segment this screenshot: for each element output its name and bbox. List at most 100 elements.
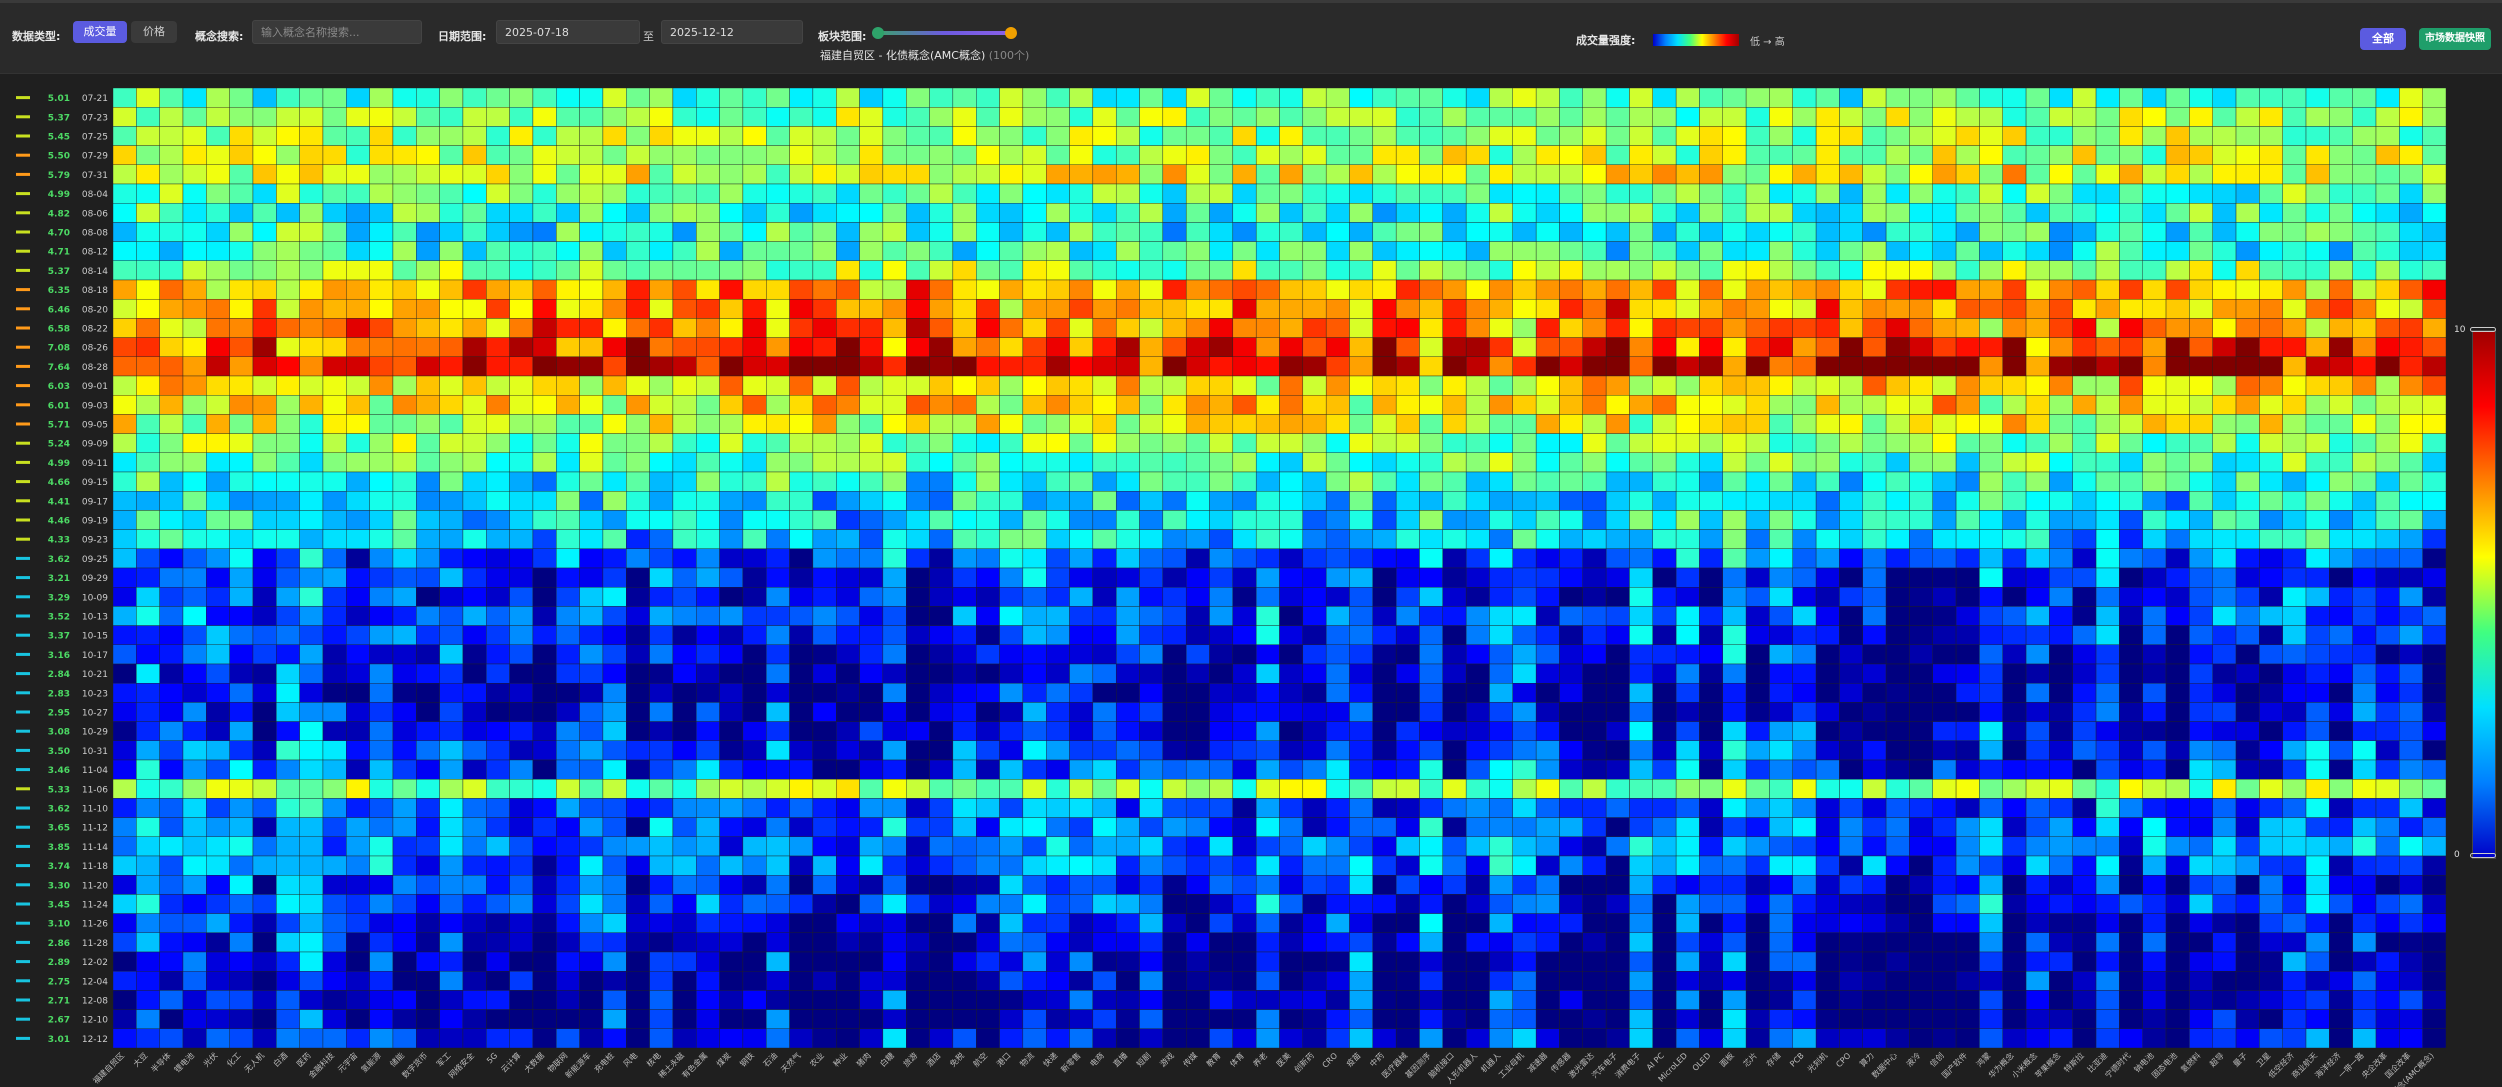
heatmap-cell[interactable] bbox=[672, 702, 697, 722]
heatmap-cell[interactable] bbox=[882, 318, 907, 338]
heatmap-cell[interactable] bbox=[999, 183, 1024, 204]
heatmap-cell[interactable] bbox=[1512, 260, 1537, 281]
heatmap-cell[interactable] bbox=[1255, 183, 1280, 204]
heatmap-cell[interactable] bbox=[2235, 913, 2260, 933]
heatmap-cell[interactable] bbox=[1465, 1009, 1490, 1029]
heatmap-cell[interactable] bbox=[1045, 913, 1070, 933]
heatmap-cell[interactable] bbox=[1582, 663, 1607, 684]
heatmap-cell[interactable] bbox=[672, 183, 697, 204]
heatmap-cell[interactable] bbox=[2399, 433, 2423, 454]
heatmap-cell[interactable] bbox=[2002, 510, 2027, 530]
heatmap-cell[interactable] bbox=[1699, 126, 1723, 146]
heatmap-cell[interactable] bbox=[2259, 260, 2283, 281]
heatmap-cell[interactable] bbox=[2282, 395, 2307, 415]
heatmap-cell[interactable] bbox=[649, 721, 674, 741]
heatmap-cell[interactable] bbox=[2305, 87, 2330, 108]
heatmap-cell[interactable] bbox=[1699, 894, 1723, 914]
heatmap-cell[interactable] bbox=[416, 145, 440, 165]
heatmap-cell[interactable] bbox=[2189, 894, 2213, 914]
heatmap-cell[interactable] bbox=[2329, 663, 2353, 684]
heatmap-cell[interactable] bbox=[1535, 913, 1560, 933]
heatmap-cell[interactable] bbox=[556, 298, 580, 319]
heatmap-cell[interactable] bbox=[649, 279, 674, 300]
heatmap-cell[interactable] bbox=[1255, 471, 1280, 492]
heatmap-cell[interactable] bbox=[719, 337, 744, 358]
heatmap-cell[interactable] bbox=[1279, 298, 1304, 319]
heatmap-cell[interactable] bbox=[1185, 279, 1210, 300]
heatmap-cell[interactable] bbox=[346, 375, 370, 396]
heatmap-cell[interactable] bbox=[416, 971, 440, 991]
heatmap-cell[interactable] bbox=[1955, 875, 1980, 895]
heatmap-cell[interactable] bbox=[696, 913, 720, 933]
heatmap-cell[interactable] bbox=[836, 779, 860, 799]
heatmap-cell[interactable] bbox=[1372, 529, 1397, 550]
heatmap-cell[interactable] bbox=[136, 183, 160, 204]
heatmap-cell[interactable] bbox=[1885, 971, 1910, 991]
heatmap-cell[interactable] bbox=[1745, 625, 1770, 645]
heatmap-cell[interactable] bbox=[2422, 855, 2447, 876]
heatmap-cell[interactable] bbox=[1395, 971, 1420, 991]
heatmap-cell[interactable] bbox=[439, 145, 464, 165]
heatmap-cell[interactable] bbox=[1792, 298, 1817, 319]
heatmap-cell[interactable] bbox=[1279, 202, 1304, 223]
heatmap-cell[interactable] bbox=[1745, 951, 1770, 972]
heatmap-cell[interactable] bbox=[252, 222, 277, 242]
heatmap-cell[interactable] bbox=[462, 452, 487, 473]
heatmap-cell[interactable] bbox=[136, 587, 160, 607]
heatmap-cell[interactable] bbox=[1582, 414, 1607, 434]
heatmap-cell[interactable] bbox=[2212, 260, 2237, 281]
heatmap-cell[interactable] bbox=[2119, 241, 2143, 262]
heatmap-cell[interactable] bbox=[2282, 491, 2307, 511]
heatmap-cell[interactable] bbox=[2329, 740, 2353, 761]
heatmap-cell[interactable] bbox=[672, 913, 697, 933]
heatmap-cell[interactable] bbox=[952, 567, 977, 588]
heatmap-cell[interactable] bbox=[136, 222, 160, 242]
heatmap-cell[interactable] bbox=[1185, 759, 1210, 780]
heatmap-cell[interactable] bbox=[1769, 183, 1793, 204]
heatmap-cell[interactable] bbox=[486, 740, 510, 761]
heatmap-cell[interactable] bbox=[2329, 625, 2353, 645]
heatmap-cell[interactable] bbox=[672, 164, 697, 185]
heatmap-cell[interactable] bbox=[206, 1028, 230, 1049]
heatmap-cell[interactable] bbox=[1185, 990, 1210, 1010]
heatmap-cell[interactable] bbox=[1162, 471, 1187, 492]
heatmap-cell[interactable] bbox=[556, 452, 580, 473]
heatmap-cell[interactable] bbox=[532, 625, 557, 645]
heatmap-cell[interactable] bbox=[2375, 375, 2400, 396]
heatmap-cell[interactable] bbox=[672, 145, 697, 165]
heatmap-cell[interactable] bbox=[1419, 222, 1444, 242]
heatmap-cell[interactable] bbox=[1979, 740, 2003, 761]
heatmap-cell[interactable] bbox=[952, 87, 977, 108]
heatmap-cell[interactable] bbox=[1419, 932, 1444, 953]
heatmap-cell[interactable] bbox=[276, 529, 300, 550]
heatmap-cell[interactable] bbox=[1419, 471, 1444, 492]
heatmap-cell[interactable] bbox=[602, 625, 627, 645]
heatmap-cell[interactable] bbox=[929, 913, 954, 933]
heatmap-cell[interactable] bbox=[1022, 721, 1047, 741]
heatmap-cell[interactable] bbox=[999, 721, 1024, 741]
heatmap-cell[interactable] bbox=[859, 875, 884, 895]
heatmap-cell[interactable] bbox=[1839, 433, 1863, 454]
heatmap-cell[interactable] bbox=[2212, 721, 2237, 741]
heatmap-cell[interactable] bbox=[1302, 932, 1327, 953]
heatmap-cell[interactable] bbox=[649, 433, 674, 454]
heatmap-cell[interactable] bbox=[602, 433, 627, 454]
heatmap-cell[interactable] bbox=[532, 894, 557, 914]
heatmap-cell[interactable] bbox=[1489, 625, 1513, 645]
heatmap-cell[interactable] bbox=[1162, 222, 1187, 242]
heatmap-cell[interactable] bbox=[159, 126, 184, 146]
heatmap-cell[interactable] bbox=[836, 471, 860, 492]
heatmap-cell[interactable] bbox=[1675, 759, 1700, 780]
heatmap-cell[interactable] bbox=[1162, 721, 1187, 741]
heatmap-cell[interactable] bbox=[1465, 932, 1490, 953]
heatmap-cell[interactable] bbox=[1115, 625, 1140, 645]
heatmap-cell[interactable] bbox=[579, 951, 604, 972]
heatmap-cell[interactable] bbox=[1652, 510, 1677, 530]
heatmap-cell[interactable] bbox=[2399, 740, 2423, 761]
heatmap-cell[interactable] bbox=[509, 836, 534, 857]
heatmap-cell[interactable] bbox=[392, 971, 417, 991]
heatmap-cell[interactable] bbox=[1022, 1009, 1047, 1029]
heatmap-cell[interactable] bbox=[1162, 971, 1187, 991]
heatmap-cell[interactable] bbox=[1675, 279, 1700, 300]
heatmap-cell[interactable] bbox=[1839, 702, 1863, 722]
